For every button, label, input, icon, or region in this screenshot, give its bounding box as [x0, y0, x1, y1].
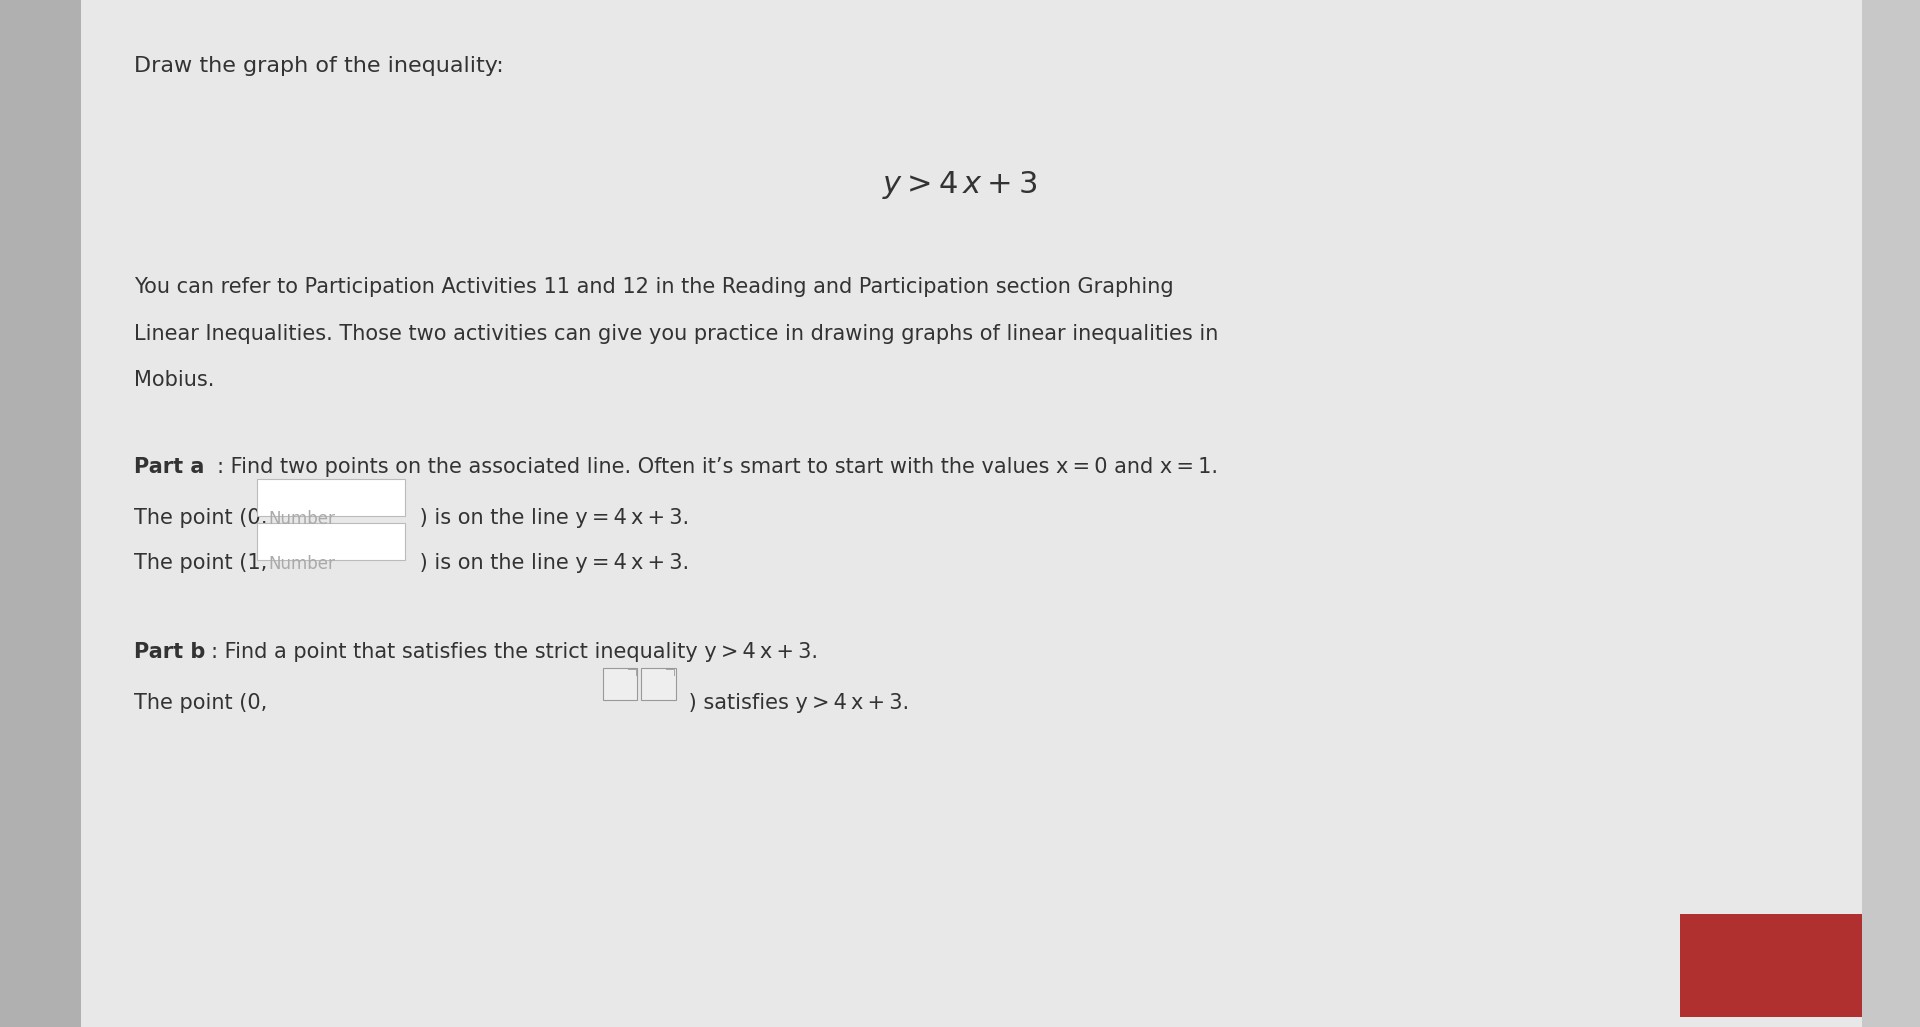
Text: Part a: Part a — [134, 457, 205, 477]
Text: Linear Inequalities. Those two activities can give you practice in drawing graph: Linear Inequalities. Those two activitie… — [134, 324, 1219, 343]
FancyBboxPatch shape — [0, 0, 81, 1027]
FancyBboxPatch shape — [1680, 914, 1862, 1017]
Text: $y > 4\,x + 3$: $y > 4\,x + 3$ — [883, 169, 1037, 201]
Text: Part b: Part b — [134, 642, 205, 661]
FancyBboxPatch shape — [257, 523, 405, 560]
Text: The point (0,: The point (0, — [134, 508, 275, 528]
Text: : Find two points on the associated line. Often it’s smart to start with the val: : Find two points on the associated line… — [217, 457, 1217, 477]
Text: Draw the graph of the inequality:: Draw the graph of the inequality: — [134, 56, 505, 76]
Text: Number: Number — [269, 555, 336, 573]
FancyBboxPatch shape — [257, 479, 405, 516]
FancyBboxPatch shape — [641, 668, 676, 700]
Text: The point (0,: The point (0, — [134, 693, 267, 713]
Text: ) is on the line y = 4 x + 3.: ) is on the line y = 4 x + 3. — [413, 508, 689, 528]
Text: Number: Number — [269, 510, 336, 529]
Text: ) satisfies y > 4 x + 3.: ) satisfies y > 4 x + 3. — [682, 693, 908, 713]
Text: You can refer to Participation Activities 11 and 12 in the Reading and Participa: You can refer to Participation Activitie… — [134, 277, 1173, 297]
Text: Mobius.: Mobius. — [134, 370, 215, 389]
Text: : Find a point that satisfies the strict inequality y > 4 x + 3.: : Find a point that satisfies the strict… — [211, 642, 818, 661]
Text: The point (1,: The point (1, — [134, 553, 275, 572]
FancyBboxPatch shape — [81, 0, 1862, 1027]
FancyBboxPatch shape — [603, 668, 637, 700]
Text: ) is on the line y = 4 x + 3.: ) is on the line y = 4 x + 3. — [413, 553, 689, 572]
